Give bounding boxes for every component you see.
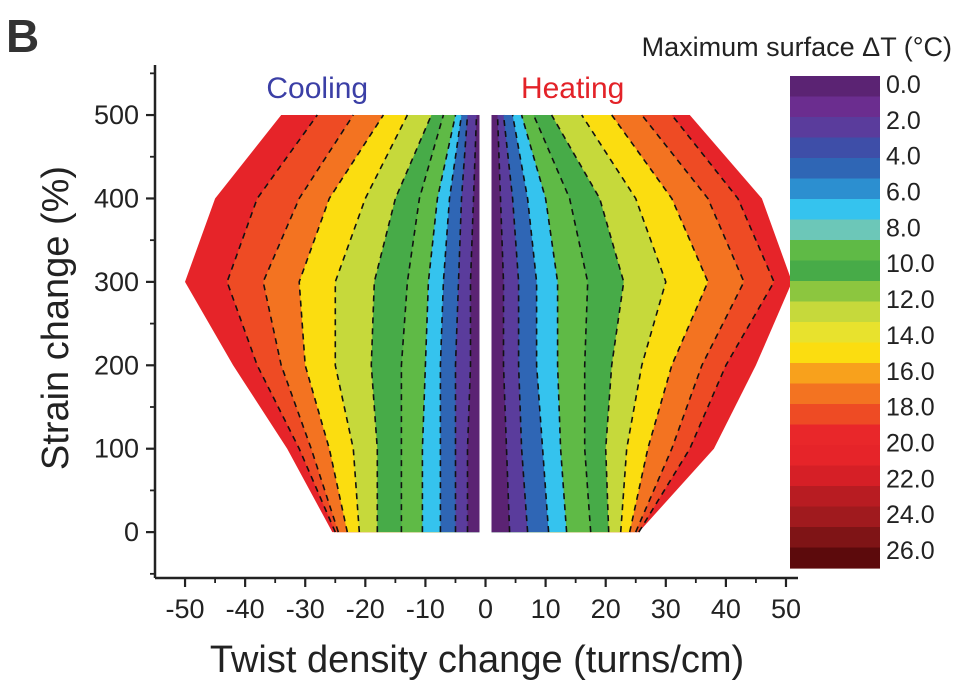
colorbar-swatch [790,301,880,323]
colorbar-swatch [790,199,880,221]
x-tick-label: 30 [651,594,681,624]
heating-contour-16 [611,114,709,533]
colorbar-swatch [790,547,880,569]
colorbar-swatch [790,158,880,180]
heating-label: Heating [521,72,624,105]
colorbar-title: Maximum surface ΔT (°C) [642,32,952,62]
colorbar-label: 4.0 [886,143,921,171]
colorbar-label: 20.0 [886,430,935,458]
colorbar-swatch [790,424,880,446]
colorbar-label: 10.0 [886,250,935,278]
y-tick-label: 400 [94,183,139,213]
y-tick-label: 300 [94,267,139,297]
axes: -50 -40 -30 -20 -10 0 10 20 30 40 5001002003004005… [94,65,801,624]
colorbar-swatch [790,322,880,344]
cooling-contour-8 [421,114,457,533]
colorbar-swatch [790,363,880,385]
colorbar-label: 0.0 [886,71,921,99]
colorbar-swatch [790,96,880,118]
heating-contour-14 [581,114,667,533]
y-tick-label: 100 [94,434,139,464]
heating-contour-10 [532,114,592,533]
heating-contour-6 [511,114,550,533]
x-tick-label: -20 [346,594,385,624]
x-tick-label: -40 [226,594,265,624]
cooling-label: Cooling [266,72,368,105]
colorbar-swatch [790,445,880,467]
colorbar-swatch [790,219,880,241]
y-tick-label: 0 [124,517,139,547]
colorbar-label: 26.0 [886,537,935,565]
y-axis-title: Strain change (%) [35,166,77,470]
colorbar: 0.0 2.0 4.0 6.0 8.0 10.0 12.0 14.0 16.0 18.0 20.0 2… [790,71,935,569]
colorbar-label: 12.0 [886,286,935,314]
colorbar-swatch [790,527,880,549]
panel-letter: B [6,10,39,62]
colorbar-swatch [790,465,880,487]
x-tick-label: 0 [478,594,493,624]
heating-contour-8 [520,114,568,533]
contour-line-layer [226,114,775,533]
heating-contour-4 [502,114,529,533]
heating-contour-12 [550,114,625,533]
colorbar-label: 16.0 [886,358,935,386]
colorbar-swatch [790,281,880,303]
x-tick-label: 10 [531,594,561,624]
y-tick-label: 500 [94,100,139,130]
cooling-contour-6 [439,114,463,533]
colorbar-swatch [790,506,880,528]
colorbar-swatch [790,260,880,282]
colorbar-label: 6.0 [886,179,921,207]
cooling-contour-12 [370,114,433,533]
cooling-band-2 [467,115,480,533]
x-tick-label: 20 [591,594,621,624]
heating-contour-2 [496,114,511,533]
x-tick-label: -10 [406,594,445,624]
colorbar-label: 22.0 [886,465,935,493]
colorbar-swatch [790,240,880,262]
plot-fill-layer [185,115,792,533]
x-tick-label: -50 [166,594,205,624]
colorbar-label: 8.0 [886,214,921,242]
colorbar-swatch [790,76,880,98]
colorbar-label: 14.0 [886,322,935,350]
colorbar-swatch [790,342,880,364]
colorbar-swatch [790,117,880,139]
colorbar-swatch [790,383,880,405]
x-axis-title: Twist density change (turns/cm) [210,639,744,681]
colorbar-label: 24.0 [886,501,935,529]
colorbar-swatch [790,404,880,426]
colorbar-swatch [790,486,880,508]
colorbar-label: 2.0 [886,107,921,135]
colorbar-swatch [790,178,880,200]
cooling-contour-20 [226,114,337,533]
colorbar-label: 18.0 [886,394,935,422]
cooling-contour-4 [454,114,469,533]
cooling-contour-2 [466,114,478,533]
x-tick-label: 40 [711,594,741,624]
x-tick-label: 50 [771,594,801,624]
x-tick-label: -30 [286,594,325,624]
region-label-layer: Cooling Heating [266,72,624,105]
colorbar-swatch [790,137,880,159]
cooling-contour-10 [400,114,445,533]
cooling-contour-16 [298,114,385,533]
heating-contour-20 [638,114,775,533]
y-tick-label: 200 [94,350,139,380]
cooling-contour-14 [334,114,409,533]
